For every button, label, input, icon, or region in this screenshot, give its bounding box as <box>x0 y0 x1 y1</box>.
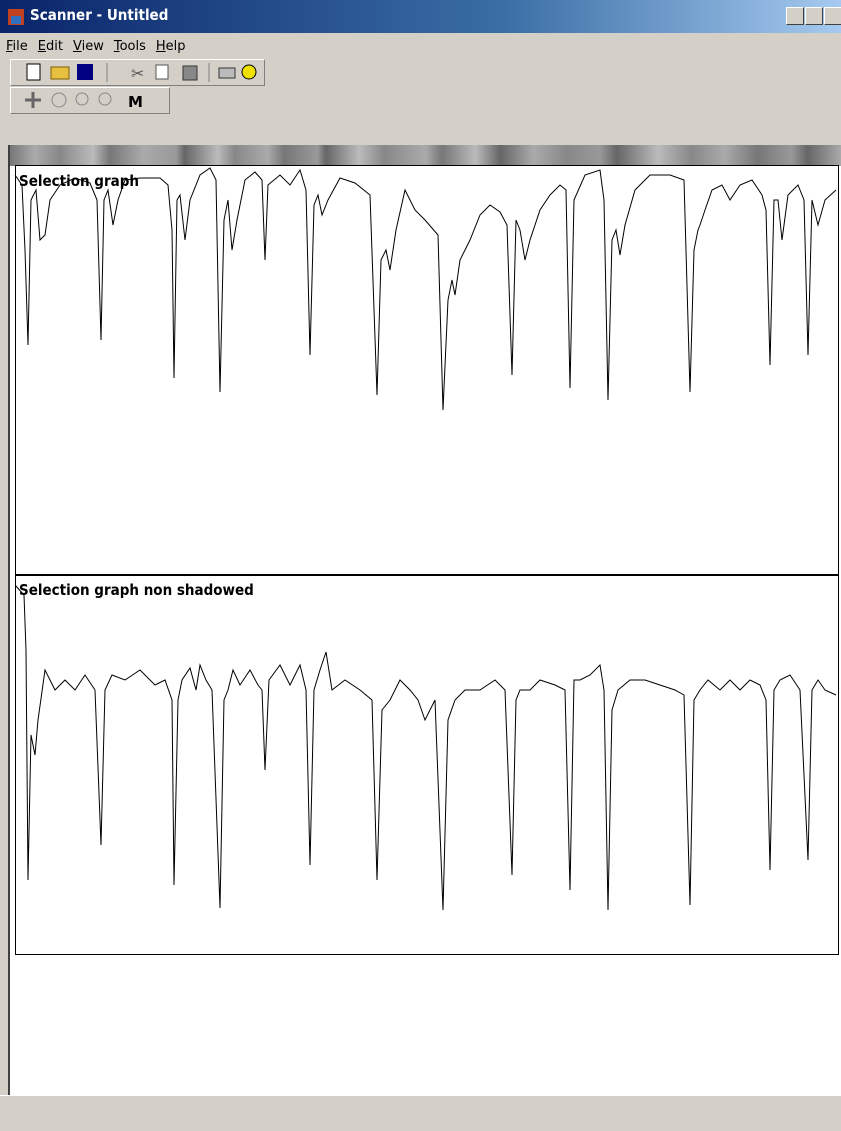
non-shadowed-graph-line <box>15 585 836 910</box>
selection-graph-line <box>15 168 836 410</box>
status-bar <box>0 1095 841 1131</box>
waveforms <box>0 0 841 1130</box>
app-window: {"window": {"title": "Scanner - Untitled… <box>0 0 841 1130</box>
graph-title: Selection graph <box>19 172 139 190</box>
graph-title: Selection graph non shadowed <box>19 581 254 599</box>
